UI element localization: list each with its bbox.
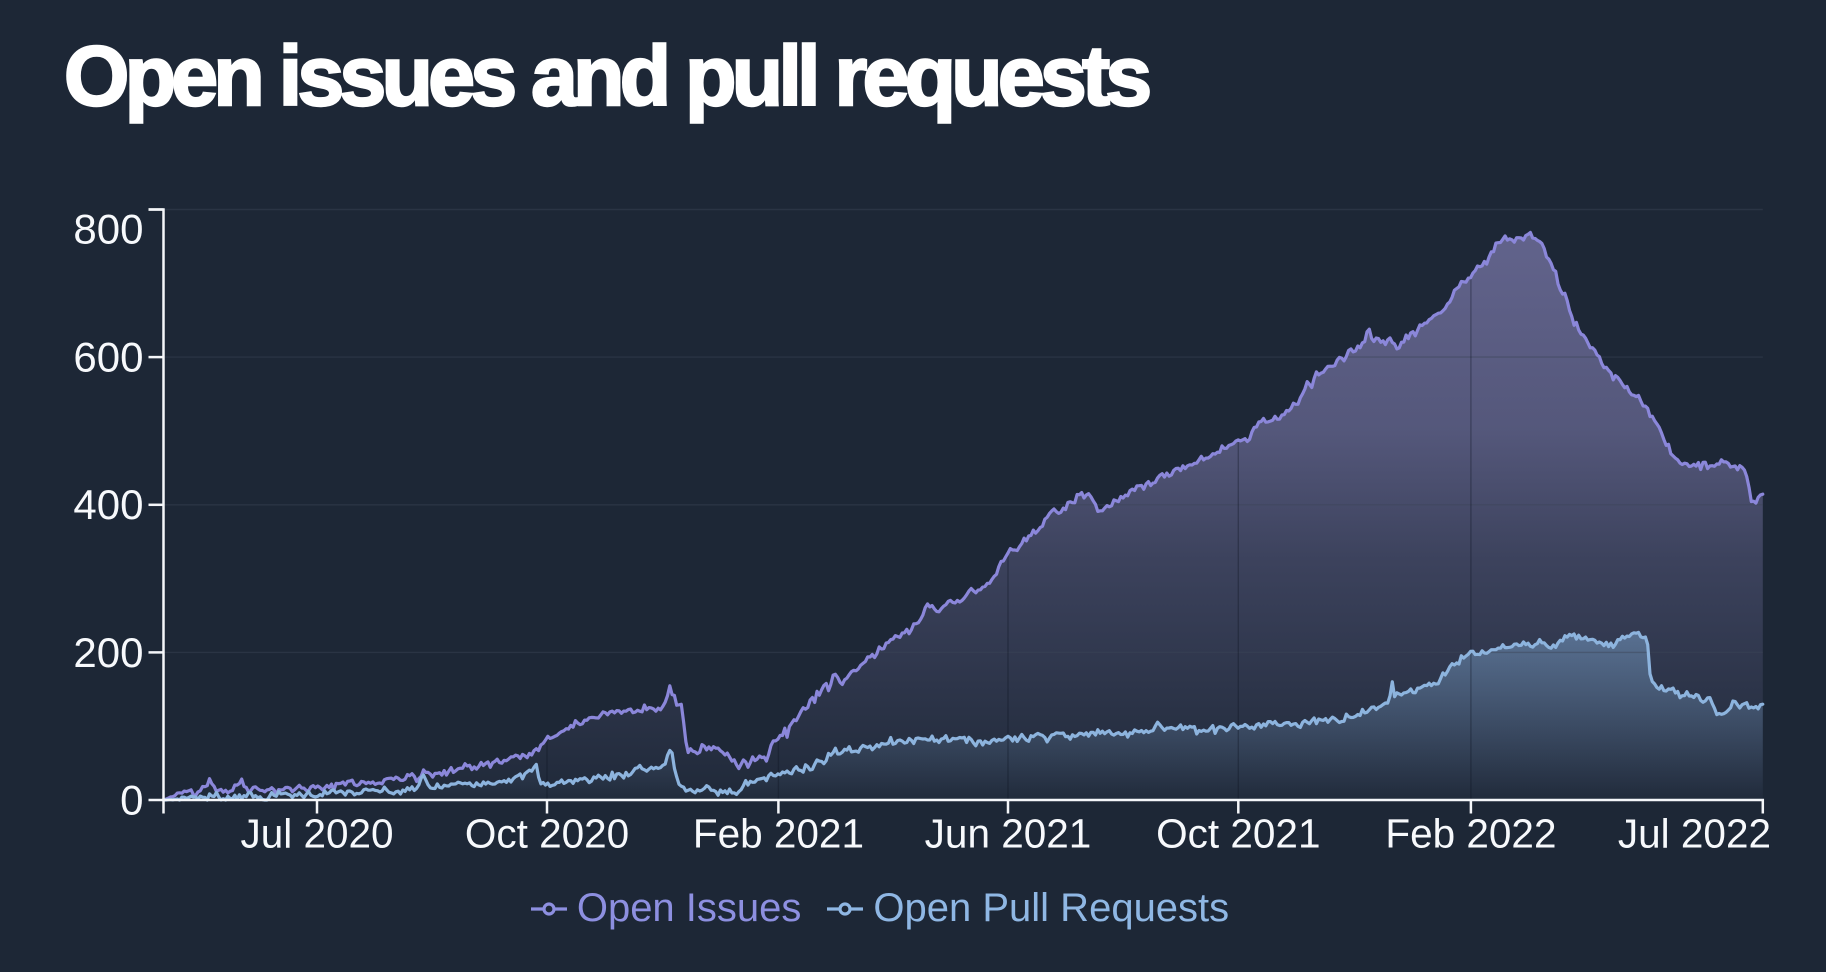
svg-text:400: 400 (73, 481, 143, 528)
svg-text:600: 600 (73, 334, 143, 381)
svg-text:800: 800 (73, 205, 143, 252)
svg-text:Jul 2022: Jul 2022 (1618, 811, 1771, 857)
svg-text:Feb 2021: Feb 2021 (693, 811, 864, 857)
svg-text:0: 0 (120, 777, 143, 824)
svg-text:Oct 2021: Oct 2021 (1156, 811, 1320, 857)
svg-text:Jun 2021: Jun 2021 (925, 811, 1092, 857)
svg-text:200: 200 (73, 629, 143, 676)
svg-text:Feb 2022: Feb 2022 (1385, 811, 1556, 857)
svg-text:Oct 2020: Oct 2020 (465, 811, 629, 857)
svg-text:Jul 2020: Jul 2020 (240, 811, 393, 857)
